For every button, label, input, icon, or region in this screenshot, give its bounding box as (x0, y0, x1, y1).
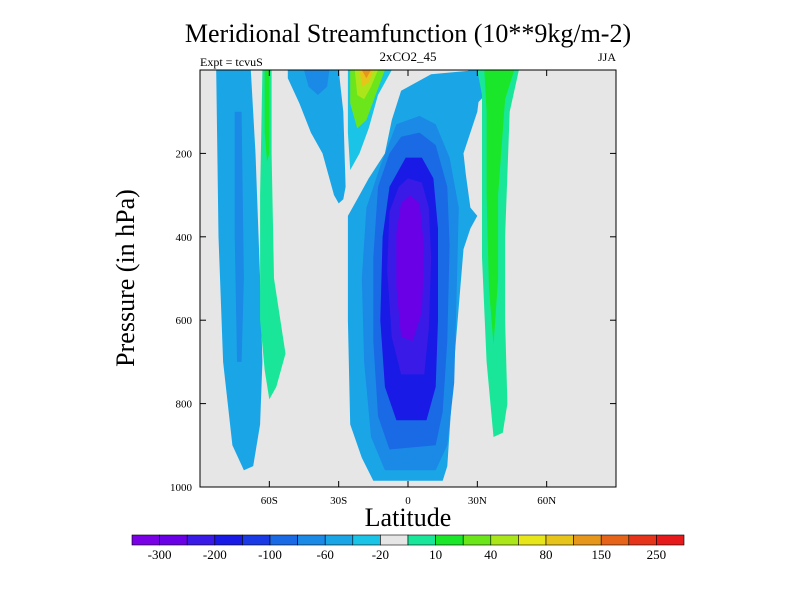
experiment-label: Expt = tcvuS (200, 55, 263, 69)
colorbar-swatch (324, 534, 354, 546)
x-tick-label: 30N (468, 495, 487, 507)
colorbar-swatch (242, 534, 271, 546)
chart-title: Meridional Streamfunction (10**9kg/m-2) (185, 19, 631, 48)
colorbar-swatch (297, 534, 326, 546)
x-tick-label: 0 (405, 495, 411, 507)
colorbar-label: -200 (203, 547, 227, 562)
y-tick-label: 1000 (170, 482, 193, 494)
colorbar-swatch (462, 534, 492, 546)
colorbar-swatch (628, 534, 657, 546)
y-tick-label: 200 (176, 148, 193, 160)
colorbar-label: -300 (148, 547, 172, 562)
colorbar-swatch (214, 534, 243, 546)
colorbar-label: 10 (429, 547, 442, 562)
colorbar: -300 -200 -100 -60 -20 10 40 80 150 250 (131, 534, 685, 562)
x-tick-label: 60N (537, 495, 556, 507)
colorbar-swatch (573, 534, 602, 546)
colorbar-label: 40 (484, 547, 497, 562)
contour-region-10 (361, 70, 371, 79)
colorbar-label: 250 (647, 547, 667, 562)
colorbar-label: 150 (591, 547, 611, 562)
chart-subtitle: 2xCO2_45 (379, 49, 436, 64)
x-tick-label: 60S (261, 495, 278, 507)
colorbar-swatch (490, 534, 519, 546)
x-axis-label: Latitude (365, 503, 452, 532)
colorbar-label: -60 (317, 547, 334, 562)
contour-region-4 (287, 70, 346, 204)
contour-region-5 (304, 70, 330, 95)
colorbar-swatch (518, 534, 547, 546)
colorbar-swatch (159, 534, 188, 546)
contour-region-1 (234, 111, 244, 362)
contour-layer (216, 70, 519, 481)
y-axis: 200 400 600 800 1000 (170, 148, 616, 494)
colorbar-label: 80 (540, 547, 553, 562)
contour-region-19 (484, 70, 515, 346)
colorbar-swatch (600, 534, 630, 546)
colorbar-swatch (380, 534, 409, 546)
contour-region-9 (359, 70, 374, 87)
colorbar-swatch (435, 534, 464, 546)
colorbar-swatch (269, 534, 298, 546)
season-label: JJA (598, 50, 616, 64)
x-tick-label: 30S (330, 495, 347, 507)
y-tick-label: 400 (176, 232, 193, 244)
y-axis-label: Pressure (in hPa) (111, 189, 140, 367)
x-axis: 60S 30S 0 30N 60N (261, 70, 556, 507)
colorbar-swatch (545, 534, 574, 546)
colorbar-label: -100 (258, 547, 282, 562)
contour-region-3 (264, 70, 270, 162)
colorbar-swatch (407, 534, 436, 546)
y-tick-label: 600 (176, 315, 193, 327)
colorbar-swatch (131, 534, 160, 546)
colorbar-label: -20 (372, 547, 389, 562)
colorbar-swatch (352, 534, 381, 546)
contour-region-16 (396, 195, 425, 342)
y-tick-label: 800 (176, 399, 193, 411)
colorbar-swatch (186, 534, 216, 546)
colorbar-swatch (656, 534, 685, 546)
